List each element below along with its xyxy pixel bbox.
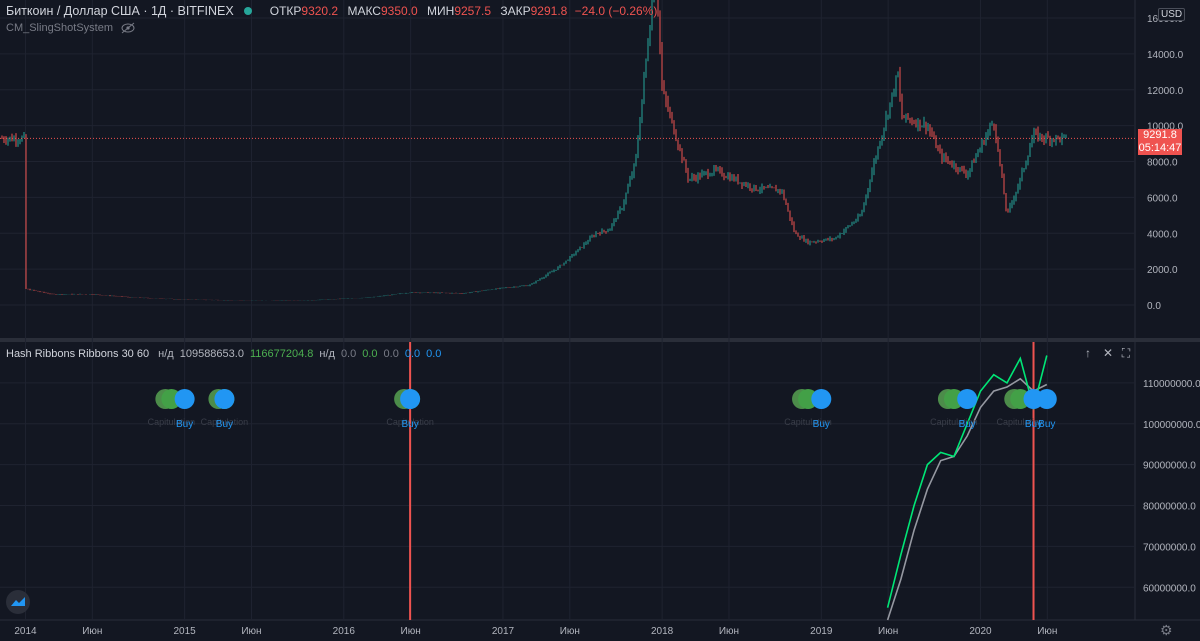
hash-tick-label: 90000000.0 — [1143, 461, 1196, 472]
legend-value: н/д — [319, 348, 335, 360]
hash-ribbons-values: н/д 109588653.0 116677204.8 н/д 0.0 0.0 0.0 0.0… — [158, 348, 447, 360]
hash-tick-label: 60000000.0 — [1143, 583, 1196, 594]
hash-tick-label: 80000000.0 — [1143, 502, 1196, 513]
legend-value: 109588653.0 — [179, 348, 244, 360]
legend-value: 0.0 — [340, 348, 357, 360]
price-tick-label: 14000.0 — [1147, 50, 1184, 61]
hash-ribbons-legend[interactable]: Hash Ribbons Ribbons 30 60 н/д 109588653.… — [6, 348, 453, 360]
buy-signal — [174, 389, 195, 409]
arrow-up-icon[interactable]: ↑ — [1085, 346, 1091, 360]
time-tick-label: Июн — [560, 626, 580, 637]
close-icon[interactable]: ✕ — [1102, 346, 1114, 360]
buy-signal — [1036, 389, 1057, 409]
time-tick-label: Июн — [241, 626, 261, 637]
eye-slash-icon[interactable] — [121, 22, 135, 34]
price-tick-label: 2000.0 — [1147, 265, 1178, 276]
capitulation-label: Capitulation — [386, 417, 434, 427]
pane-separator — [0, 338, 1200, 342]
time-tick-label: 2020 — [969, 626, 992, 637]
symbol-header: Биткоин / Доллар США · 1Д · BITFINEX ОТК… — [6, 4, 657, 18]
legend-value: 0.0 — [362, 348, 378, 360]
hash-slow-ma-line — [886, 377, 1048, 621]
price-tick-label: 0.0 — [1147, 301, 1161, 312]
price-tick-label: 10000.0 — [1147, 122, 1184, 133]
buy-label: Buy — [176, 419, 193, 430]
countdown-tag: 05:14:47 — [1138, 142, 1182, 155]
buy-label: Buy — [1038, 419, 1055, 430]
gear-icon[interactable]: ⚙ — [1160, 622, 1173, 638]
capitulation-label: Capitulation — [201, 417, 249, 427]
price-tick-label: 6000.0 — [1147, 193, 1178, 204]
time-tick-label: Июн — [878, 626, 898, 637]
legend-value: 0.0 — [426, 348, 442, 360]
price-tick-label: 8000.0 — [1147, 158, 1178, 169]
time-tick-label: Июн — [401, 626, 421, 637]
capitulation-label: Capitulation — [930, 417, 978, 427]
buy-signal — [400, 389, 421, 409]
buy-signal — [957, 389, 978, 409]
time-tick-label: 2016 — [333, 626, 356, 637]
buy-label: Buy — [401, 419, 418, 430]
capitulation-label: Capitulation — [784, 417, 832, 427]
time-tick-label: Июн — [1037, 626, 1057, 637]
time-tick-label: 2014 — [14, 626, 37, 637]
overlay-indicator[interactable]: CM_SlingShotSystem — [6, 22, 135, 34]
time-tick-label: 2019 — [810, 626, 833, 637]
tradingview-logo-icon[interactable] — [6, 590, 30, 614]
time-tick-label: Июн — [82, 626, 102, 637]
overlay-indicator-name: CM_SlingShotSystem — [6, 22, 113, 34]
symbol-title[interactable]: Биткоин / Доллар США · 1Д · BITFINEX — [6, 4, 234, 18]
ohlc-values: ОТКР9320.2 МАКС9350.0 МИН9257.5 ЗАКР9291… — [269, 4, 658, 18]
capitulation-label: Capitulation — [148, 417, 196, 427]
buy-signal — [214, 389, 235, 409]
hash-fast-ma-line — [886, 355, 1048, 608]
price-tick-label: 12000.0 — [1147, 86, 1184, 97]
buy-label: Buy — [1025, 419, 1042, 430]
capitulation-label: Capitulation — [996, 417, 1044, 427]
price-candles — [1, 0, 1067, 301]
buy-label: Buy — [959, 419, 976, 430]
hash-ribbons-title: Hash Ribbons Ribbons 30 60 — [6, 348, 150, 360]
price-tick-label: 4000.0 — [1147, 229, 1178, 240]
legend-value: 0.0 — [383, 348, 399, 360]
buy-label: Buy — [216, 419, 233, 430]
time-tick-label: Июн — [719, 626, 739, 637]
maximize-icon[interactable]: ⛶ — [1121, 345, 1131, 360]
hash-tick-label: 100000000.0 — [1143, 420, 1200, 431]
time-tick-label: 2018 — [651, 626, 674, 637]
hash-tick-label: 70000000.0 — [1143, 542, 1196, 553]
hash-tick-label: 110000000.0 — [1143, 379, 1200, 390]
time-tick-label: 2017 — [492, 626, 515, 637]
time-tick-label: 2015 — [174, 626, 197, 637]
buy-label: Buy — [813, 419, 830, 430]
buy-signal — [811, 389, 832, 409]
legend-value: 0.0 — [404, 348, 421, 360]
market-status-dot — [243, 7, 252, 15]
currency-badge[interactable]: USD — [1158, 8, 1186, 21]
legend-value: н/д — [158, 348, 174, 360]
legend-value: 116677204.8 — [249, 348, 314, 360]
last-price-tag: 9291.8 — [1138, 129, 1182, 142]
